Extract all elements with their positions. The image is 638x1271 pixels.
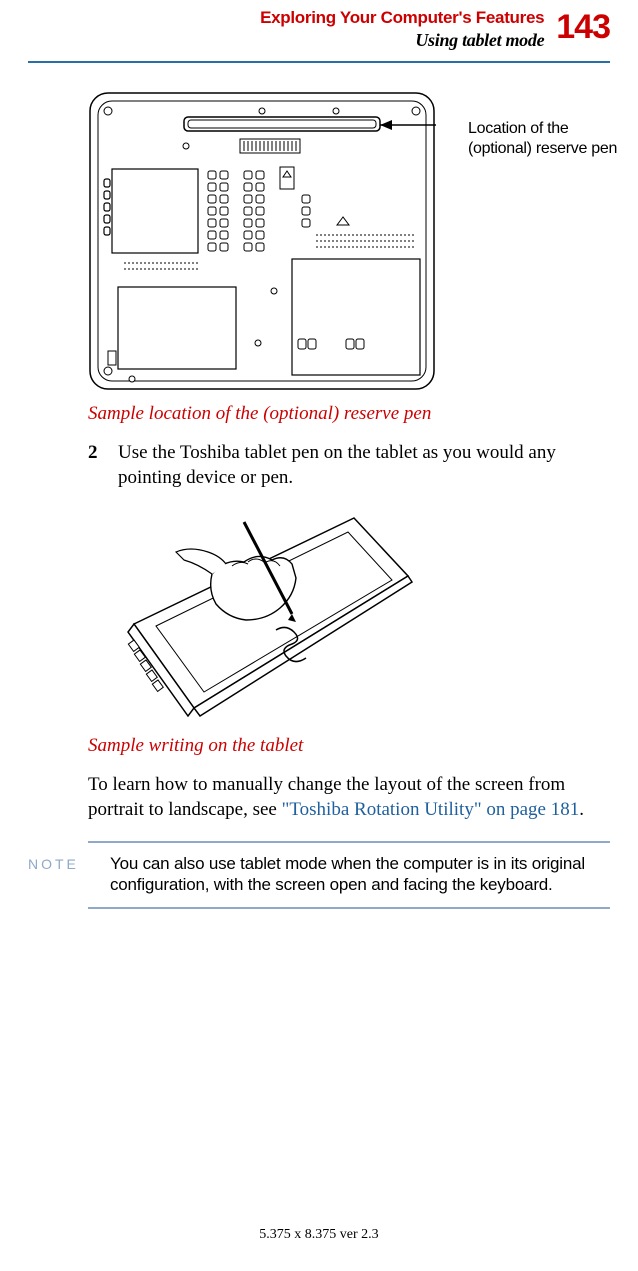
figure-caption-1: Sample location of the (optional) reserv… (88, 403, 610, 425)
page-number: 143 (556, 8, 610, 47)
tablet-writing-illustration (116, 504, 610, 725)
note-label: NOTE (28, 853, 88, 872)
cross-ref-paragraph: To learn how to manually change the layo… (88, 773, 610, 822)
page-header: Exploring Your Computer's Features Using… (0, 0, 638, 51)
callout-label: Location of the (optional) reserve pen (468, 119, 628, 159)
callout-line1: Location of the (468, 120, 568, 137)
page-footer: 5.375 x 8.375 ver 2.3 (0, 1227, 638, 1243)
step-2: 2 Use the Toshiba tablet pen on the tabl… (88, 441, 610, 490)
laptop-bottom-diagram (88, 91, 436, 391)
section-title: Using tablet mode (260, 30, 544, 51)
note-text: You can also use tablet mode when the co… (110, 853, 610, 896)
tablet-writing-svg (116, 504, 414, 720)
chapter-title: Exploring Your Computer's Features (260, 8, 544, 27)
cross-ref-link[interactable]: "Toshiba Rotation Utility" on page 181 (282, 799, 580, 820)
reserve-pen-diagram: Location of the (optional) reserve pen (88, 91, 610, 391)
step-text: Use the Toshiba tablet pen on the tablet… (118, 441, 610, 490)
callout-line2: (optional) reserve pen (468, 140, 617, 157)
note-block: NOTE You can also use tablet mode when t… (88, 841, 610, 910)
step-number: 2 (88, 441, 102, 490)
para-post: . (579, 799, 584, 820)
content-area: Location of the (optional) reserve pen S… (0, 63, 638, 909)
header-titles: Exploring Your Computer's Features Using… (260, 8, 544, 51)
figure-caption-2: Sample writing on the tablet (88, 735, 610, 757)
